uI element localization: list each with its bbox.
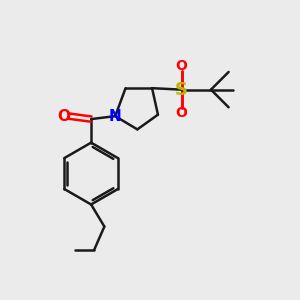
Text: O: O [176,106,188,120]
Text: O: O [176,59,188,73]
Text: N: N [109,109,122,124]
Text: O: O [57,109,70,124]
Text: S: S [175,81,188,99]
